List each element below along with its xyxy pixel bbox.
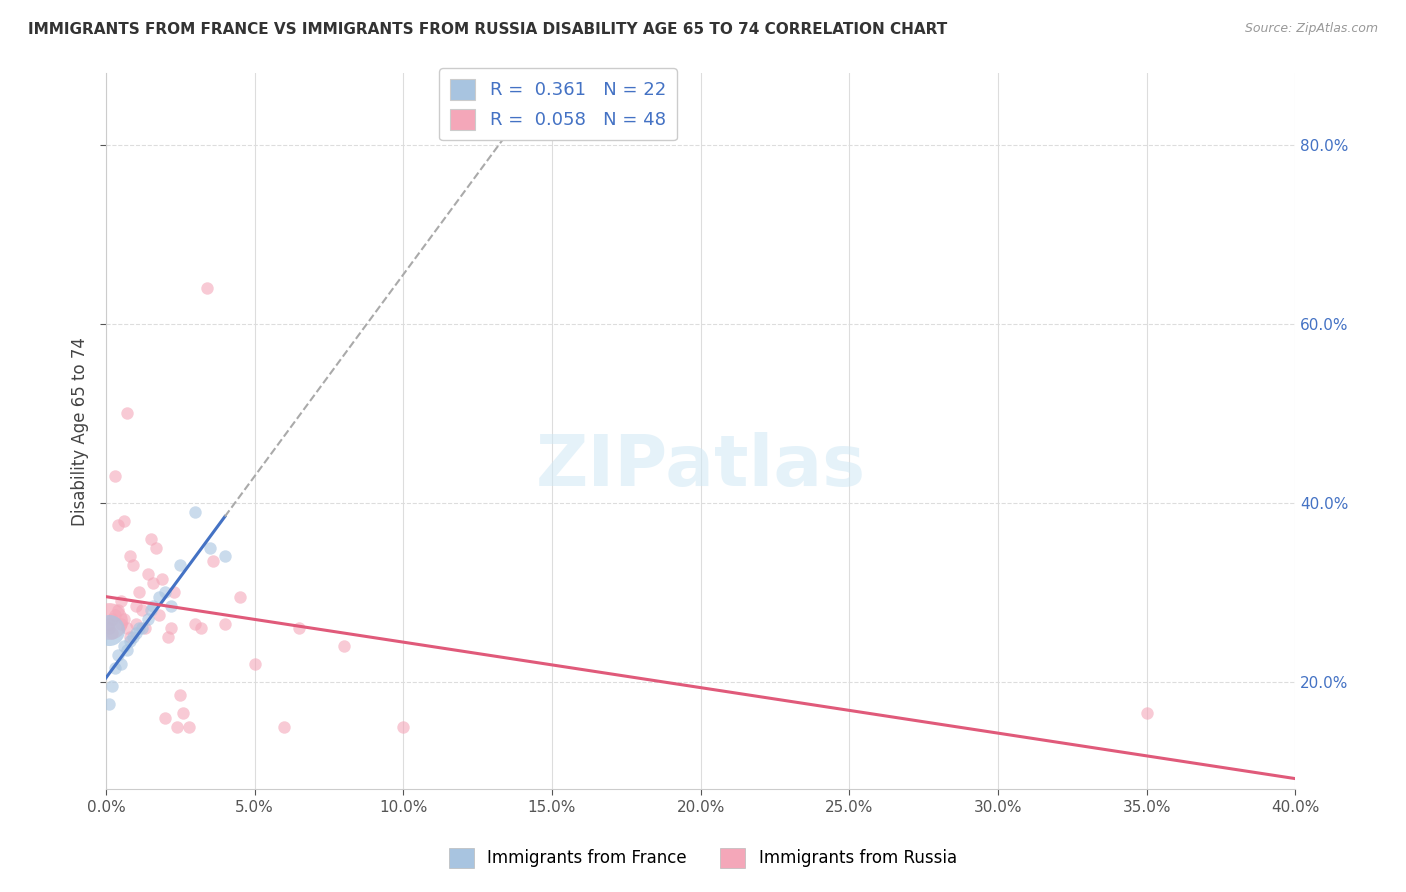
Point — [145, 541, 167, 555]
Point — [101, 625, 124, 640]
Point — [110, 616, 132, 631]
Point — [166, 719, 188, 733]
Point — [157, 630, 180, 644]
Point — [101, 679, 124, 693]
Point — [104, 469, 127, 483]
Point — [243, 657, 266, 671]
Point — [184, 505, 207, 519]
Point — [118, 549, 141, 564]
Point — [148, 607, 170, 622]
Point — [1136, 706, 1159, 720]
Point — [104, 607, 127, 622]
Point — [229, 590, 252, 604]
Point — [97, 697, 120, 711]
Point — [160, 599, 183, 613]
Point — [142, 576, 165, 591]
Point — [155, 710, 177, 724]
Point — [214, 549, 236, 564]
Point — [136, 612, 159, 626]
Point — [124, 625, 146, 640]
Point — [97, 614, 120, 628]
Point — [131, 603, 153, 617]
Point — [121, 630, 143, 644]
Y-axis label: Disability Age 65 to 74: Disability Age 65 to 74 — [72, 337, 89, 525]
Point — [110, 594, 132, 608]
Point — [136, 567, 159, 582]
Point — [333, 639, 356, 653]
Text: ZIPatlas: ZIPatlas — [536, 433, 866, 501]
Point — [107, 518, 129, 533]
Point — [142, 599, 165, 613]
Point — [184, 616, 207, 631]
Point — [107, 648, 129, 662]
Text: Source: ZipAtlas.com: Source: ZipAtlas.com — [1244, 22, 1378, 36]
Point — [115, 406, 138, 420]
Point — [179, 719, 201, 733]
Point — [131, 621, 153, 635]
Point — [139, 603, 162, 617]
Point — [97, 623, 120, 637]
Point — [198, 541, 221, 555]
Point — [107, 603, 129, 617]
Point — [273, 719, 295, 733]
Legend: Immigrants from France, Immigrants from Russia: Immigrants from France, Immigrants from … — [443, 841, 963, 875]
Point — [124, 599, 146, 613]
Point — [124, 616, 146, 631]
Point — [118, 634, 141, 648]
Legend: R =  0.361   N = 22, R =  0.058   N = 48: R = 0.361 N = 22, R = 0.058 N = 48 — [439, 68, 676, 140]
Point — [392, 719, 415, 733]
Point — [172, 706, 194, 720]
Point — [112, 639, 135, 653]
Point — [115, 621, 138, 635]
Point — [160, 621, 183, 635]
Point — [195, 281, 218, 295]
Text: IMMIGRANTS FROM FRANCE VS IMMIGRANTS FROM RUSSIA DISABILITY AGE 65 TO 74 CORRELA: IMMIGRANTS FROM FRANCE VS IMMIGRANTS FRO… — [28, 22, 948, 37]
Point — [97, 621, 120, 635]
Point — [190, 621, 212, 635]
Point — [288, 621, 311, 635]
Point — [112, 514, 135, 528]
Point — [112, 612, 135, 626]
Point — [97, 616, 120, 631]
Point — [163, 585, 186, 599]
Point — [128, 621, 150, 635]
Point — [110, 657, 132, 671]
Point — [152, 572, 174, 586]
Point — [169, 558, 191, 573]
Point — [169, 688, 191, 702]
Point — [155, 585, 177, 599]
Point — [201, 554, 224, 568]
Point — [148, 590, 170, 604]
Point — [214, 616, 236, 631]
Point — [121, 558, 143, 573]
Point — [101, 612, 124, 626]
Point — [118, 630, 141, 644]
Point — [134, 621, 156, 635]
Point — [139, 532, 162, 546]
Point — [115, 643, 138, 657]
Point — [128, 585, 150, 599]
Point — [104, 661, 127, 675]
